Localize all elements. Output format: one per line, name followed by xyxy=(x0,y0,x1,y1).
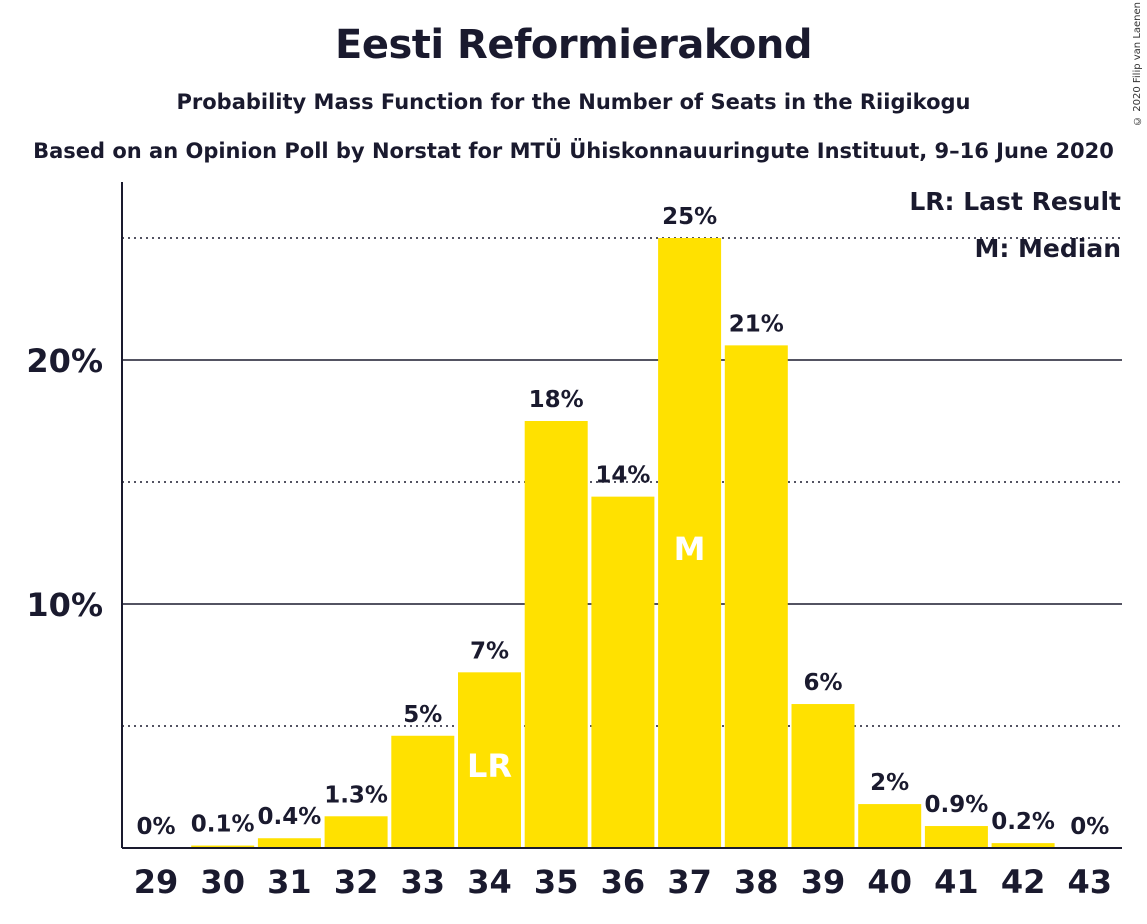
bar-value-label: 0% xyxy=(1070,814,1109,840)
x-tick-label: 34 xyxy=(467,863,512,901)
bar-value-label: 14% xyxy=(595,463,650,489)
bar xyxy=(991,843,1055,848)
x-tick-label: 30 xyxy=(200,863,245,901)
legend-median: M: Median xyxy=(974,234,1121,263)
x-tick-label: 29 xyxy=(134,863,179,901)
x-tick-label: 37 xyxy=(667,863,712,901)
chart-title: Eesti Reformierakond xyxy=(335,22,812,68)
bar-value-label: 6% xyxy=(803,670,842,696)
bar xyxy=(391,735,455,848)
x-tick-label: 39 xyxy=(801,863,846,901)
legend-last-result: LR: Last Result xyxy=(909,187,1121,216)
bar xyxy=(324,816,388,848)
bar-value-label: 5% xyxy=(403,702,442,728)
x-tick-label: 38 xyxy=(734,863,779,901)
x-tick-label: 41 xyxy=(934,863,979,901)
bar-value-label: 0.4% xyxy=(258,804,322,830)
bar-value-label: 0.9% xyxy=(925,792,989,818)
bar-value-label: 7% xyxy=(470,638,509,664)
bar xyxy=(724,345,788,848)
bar xyxy=(591,496,655,848)
bar xyxy=(257,838,321,848)
bar xyxy=(524,421,588,848)
chart-subtitle: Probability Mass Function for the Number… xyxy=(176,90,971,114)
bar xyxy=(924,826,988,848)
x-tick-label: 33 xyxy=(401,863,446,901)
x-tick-label: 40 xyxy=(867,863,912,901)
bar-value-label: 1.3% xyxy=(324,782,388,808)
x-tick-label: 31 xyxy=(267,863,312,901)
bar xyxy=(458,672,521,848)
x-tick-label: 42 xyxy=(1001,863,1046,901)
bar xyxy=(191,845,255,848)
x-tick-label: 43 xyxy=(1068,863,1113,901)
bar-value-label: 25% xyxy=(662,204,717,230)
bar xyxy=(791,704,855,848)
bar-value-label: 0.1% xyxy=(191,812,255,838)
bar-value-label: 18% xyxy=(529,387,584,413)
bar xyxy=(858,804,922,848)
x-tick-label: 35 xyxy=(534,863,579,901)
bar-value-label: 21% xyxy=(729,311,784,337)
y-tick-label: 10% xyxy=(26,586,103,624)
bar-value-label: 0% xyxy=(136,814,175,840)
bar xyxy=(658,238,722,848)
median-marker: M xyxy=(674,530,706,568)
y-tick-label: 20% xyxy=(26,342,103,380)
x-tick-label: 32 xyxy=(334,863,379,901)
last-result-marker: LR xyxy=(467,747,512,785)
bar-value-label: 0.2% xyxy=(991,809,1055,835)
bar-value-label: 2% xyxy=(870,770,909,796)
chart-source: Based on an Opinion Poll by Norstat for … xyxy=(33,139,1114,163)
x-tick-label: 36 xyxy=(601,863,646,901)
